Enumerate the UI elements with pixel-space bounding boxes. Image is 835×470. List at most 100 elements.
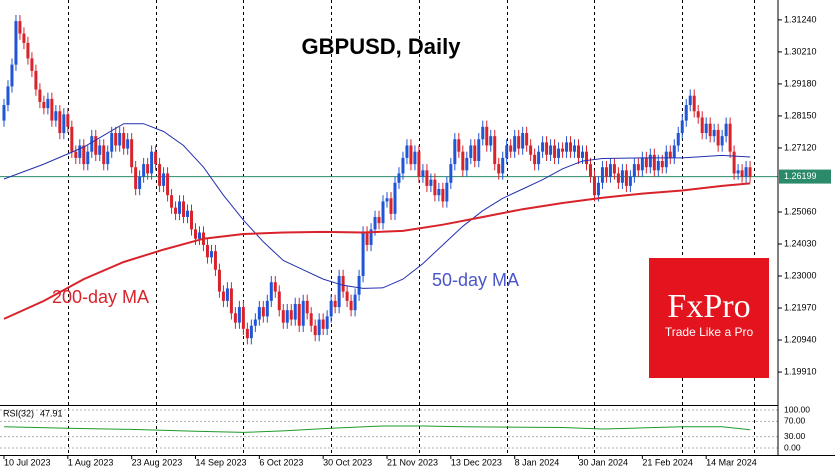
candle-body bbox=[509, 145, 513, 152]
candle-body bbox=[293, 303, 297, 320]
candle-body bbox=[481, 126, 485, 140]
candle-body bbox=[106, 151, 110, 165]
candle-body bbox=[409, 145, 413, 165]
candle-body bbox=[425, 170, 429, 186]
x-tick-label: 10 Jul 2023 bbox=[4, 457, 51, 467]
candle-body bbox=[34, 70, 38, 90]
candle-body bbox=[150, 151, 154, 174]
candle-body bbox=[584, 151, 588, 165]
candle-body bbox=[628, 176, 632, 186]
candle-body bbox=[369, 229, 373, 245]
candle-body bbox=[592, 176, 596, 196]
candle-body bbox=[98, 145, 102, 155]
candle-body bbox=[357, 276, 361, 295]
candle-body bbox=[174, 207, 178, 214]
candle-body bbox=[225, 288, 229, 301]
candle-body bbox=[700, 117, 704, 134]
candle-body bbox=[297, 303, 301, 326]
x-tick-label: 1 Aug 2023 bbox=[68, 457, 114, 467]
rsi-tick-label: 100.00 bbox=[784, 404, 810, 414]
candle-body bbox=[325, 316, 329, 329]
candle-body bbox=[433, 179, 437, 196]
logo-brand: FxPro bbox=[667, 288, 750, 325]
candle-body bbox=[696, 111, 700, 118]
rsi-last: 47.91 bbox=[40, 408, 63, 418]
candle-body bbox=[385, 198, 389, 202]
candle-body bbox=[608, 164, 612, 177]
candle-body bbox=[114, 133, 118, 146]
candle-body bbox=[513, 136, 517, 152]
candle-body bbox=[285, 310, 289, 323]
candle-body bbox=[461, 151, 465, 171]
candle-body bbox=[146, 164, 150, 174]
candle-body bbox=[688, 95, 692, 106]
candle-body bbox=[94, 136, 98, 155]
candle-body bbox=[744, 167, 748, 177]
logo: FxPro Trade Like a Pro bbox=[649, 258, 769, 378]
logo-tagline: Trade Like a Pro bbox=[665, 325, 754, 339]
y-tick-label: 1.28150 bbox=[784, 110, 817, 120]
candle-body bbox=[329, 300, 333, 317]
moving-average bbox=[3, 182, 751, 320]
x-tick-label: 21 Feb 2024 bbox=[642, 457, 693, 467]
candle-body bbox=[221, 291, 225, 301]
candle-body bbox=[620, 170, 624, 183]
candle-body bbox=[672, 145, 676, 158]
candle-body bbox=[493, 136, 497, 165]
y-tick-label: 1.19910 bbox=[784, 366, 817, 376]
candle-body bbox=[636, 164, 640, 171]
candle-body bbox=[62, 114, 66, 134]
x-tick-label: 30 Jan 2024 bbox=[579, 457, 629, 467]
candle-body bbox=[505, 145, 509, 158]
candle-body bbox=[301, 300, 305, 326]
rsi-tick-label: 70.00 bbox=[784, 416, 806, 426]
candle-body bbox=[604, 167, 608, 177]
candle-body bbox=[10, 64, 14, 87]
candle-body bbox=[30, 58, 34, 71]
candle-body bbox=[381, 201, 385, 224]
y-tick-label: 1.31240 bbox=[784, 14, 817, 24]
candle-body bbox=[581, 151, 585, 158]
candle-body bbox=[233, 313, 237, 323]
candle-body bbox=[337, 276, 341, 308]
candle-body bbox=[445, 182, 449, 202]
y-tick-label: 1.24030 bbox=[784, 238, 817, 248]
candle-body bbox=[728, 123, 732, 152]
candle-body bbox=[692, 95, 696, 112]
candle-body bbox=[521, 133, 525, 149]
candle-body bbox=[58, 111, 62, 134]
candle-body bbox=[373, 216, 377, 230]
candle-body bbox=[668, 151, 672, 158]
candle-body bbox=[178, 201, 182, 214]
candle-body bbox=[405, 145, 409, 158]
candle-body bbox=[353, 294, 357, 311]
candle-body bbox=[134, 167, 138, 189]
candle-body bbox=[142, 164, 146, 177]
candle-body bbox=[712, 129, 716, 137]
candle-body bbox=[313, 325, 317, 336]
candle-body bbox=[6, 86, 10, 106]
candle-body bbox=[122, 133, 126, 149]
candle-body bbox=[437, 188, 441, 196]
rsi-label: RSI(32) bbox=[3, 408, 34, 418]
candle-body bbox=[529, 145, 533, 155]
candle-body bbox=[14, 21, 18, 65]
candle-body bbox=[517, 136, 521, 149]
y-tick-label: 1.27120 bbox=[784, 142, 817, 152]
candle-body bbox=[349, 300, 353, 311]
moving-average bbox=[3, 123, 751, 289]
candle-body bbox=[680, 120, 684, 134]
candle-body bbox=[644, 157, 648, 168]
candle-body bbox=[162, 173, 166, 186]
candle-body bbox=[305, 300, 309, 314]
candle-body bbox=[166, 173, 170, 196]
y-tick-label: 1.29180 bbox=[784, 78, 817, 88]
candle-body bbox=[54, 111, 58, 121]
candle-body bbox=[90, 136, 94, 152]
candle-body bbox=[197, 232, 201, 239]
candle-body bbox=[549, 145, 553, 155]
candle-body bbox=[70, 126, 74, 152]
candle-body bbox=[217, 269, 221, 292]
candle-body bbox=[190, 210, 194, 230]
